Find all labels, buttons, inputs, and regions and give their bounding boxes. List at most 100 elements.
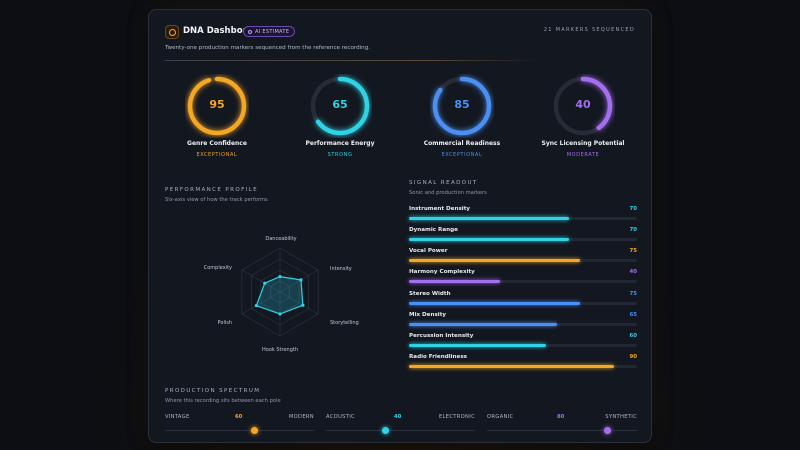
bar-track — [409, 365, 637, 368]
gauge-rating: EXCEPTIONAL — [441, 152, 483, 158]
radar-axis-label: Hook Strength — [262, 347, 298, 353]
bar-value: 75 — [629, 291, 637, 297]
bar-track — [409, 259, 637, 262]
signal-bar-dynamic-range: Dynamic Range 70 — [409, 227, 637, 247]
signal-bar-mix-density: Mix Density 65 — [409, 312, 637, 332]
bar-track — [409, 302, 637, 305]
radar-data-point — [254, 304, 258, 308]
bar-fill — [409, 365, 615, 368]
bar-fill — [409, 280, 501, 283]
bar-fill — [409, 217, 569, 220]
signal-bar-stereo-width: Stereo Width 75 — [409, 291, 637, 311]
bar-track — [409, 280, 637, 283]
signal-bar-vocal-power: Vocal Power 75 — [409, 248, 637, 268]
bar-value: 75 — [629, 248, 637, 254]
gauge-value: 95 — [209, 98, 225, 111]
performance-radar-chart: Danceability Intensity Storytelling Hook… — [203, 230, 359, 360]
spectrum-marker — [250, 427, 258, 434]
bar-label: Stereo Width — [409, 291, 451, 297]
signal-bar-percussion-intensity: Percussion Intensity 60 — [409, 333, 637, 353]
spectrum-right-label: SYNTHETIC — [605, 414, 637, 420]
radar-grid-spoke — [241, 269, 281, 293]
ai-estimate-badge: AI ESTIMATE — [243, 26, 296, 37]
signal-readout-title: SIGNAL READOUT — [409, 180, 478, 186]
gauge-label: Sync Licensing Potential — [541, 140, 625, 147]
spectrum-value: 80 — [557, 414, 565, 420]
signal-readout-subtitle: Sonic and production markers — [409, 190, 487, 196]
gauge-value: 40 — [575, 98, 591, 111]
signal-bar-radio-friendliness: Radio Friendliness 90 — [409, 354, 637, 374]
radar-grid-spoke — [241, 291, 281, 315]
performance-profile-subtitle: Six-axis view of how the track performs — [165, 197, 268, 203]
gauge-performance-energy: 65 Performance Energy STRONG — [292, 74, 388, 174]
radar-axis-label: Polish — [217, 320, 232, 326]
bar-value: 70 — [629, 227, 637, 233]
bar-label: Instrument Density — [409, 206, 471, 212]
bar-label: Vocal Power — [409, 248, 448, 254]
spectrum-marker — [603, 427, 611, 434]
ai-sparkle-icon — [248, 29, 252, 34]
bar-fill — [409, 302, 580, 305]
gauge-rating: STRONG — [327, 152, 353, 158]
bar-label: Mix Density — [409, 312, 447, 318]
ai-estimate-label: AI ESTIMATE — [255, 28, 290, 35]
spectrum-right-label: ELECTRONIC — [439, 414, 475, 420]
gauge-label: Performance Energy — [305, 140, 375, 147]
gauge-ring — [553, 76, 613, 136]
radar-axis-label: Intensity — [330, 266, 352, 272]
radar-axis-label: Danceability — [265, 236, 297, 242]
performance-profile-title: PERFORMANCE PROFILE — [165, 187, 259, 193]
gauge-rating: EXCEPTIONAL — [196, 152, 238, 158]
gauge-genre-confidence: 95 Genre Confidence EXCEPTIONAL — [169, 74, 265, 174]
dashboard-title: DNA Dashboard — [183, 26, 259, 36]
dna-logo-icon — [165, 25, 179, 39]
bar-track — [409, 238, 637, 241]
production-spectrum-subtitle: Where this recording sits between each p… — [165, 398, 281, 404]
gauge-ring — [432, 76, 492, 136]
gauge-value: 65 — [332, 98, 348, 111]
spectrum-track — [326, 430, 475, 431]
signal-bar-harmony-complexity: Harmony Complexity 40 — [409, 269, 637, 289]
radar-data-point — [301, 303, 305, 307]
spectrum-left-label: VINTAGE — [165, 414, 190, 420]
bar-value: 70 — [629, 206, 637, 212]
gauge-value: 85 — [454, 98, 470, 111]
gauge-label: Commercial Readiness — [423, 140, 501, 147]
spectrum-left-label: ORGANIC — [487, 414, 514, 420]
bar-fill — [409, 344, 546, 347]
bar-value: 65 — [629, 312, 637, 318]
radar-grid-spoke — [279, 291, 319, 315]
gauge-commercial-readiness: 85 Commercial Readiness EXCEPTIONAL — [414, 74, 510, 174]
radar-data-point — [299, 278, 303, 282]
radar-axis-label: Complexity — [203, 265, 232, 271]
spectrum-acoustic-electronic: ACOUSTIC 40 ELECTRONIC — [326, 414, 475, 438]
spectrum-track — [487, 430, 637, 431]
bar-value: 40 — [629, 269, 637, 275]
spectrum-organic-synthetic: ORGANIC 80 SYNTHETIC — [487, 414, 637, 438]
radar-data-point — [263, 281, 267, 285]
spectrum-right-label: MODERN — [288, 414, 314, 420]
radar-grid-spoke — [279, 269, 319, 293]
production-spectrum-title: PRODUCTION SPECTRUM — [165, 388, 261, 394]
spectrum-track — [165, 430, 314, 431]
radar-data-point — [278, 312, 282, 316]
bar-label: Dynamic Range — [409, 227, 458, 233]
bar-fill — [409, 323, 558, 326]
bar-track — [409, 323, 637, 326]
markers-count: 21 MARKERS SEQUENCED — [543, 27, 635, 33]
bar-label: Radio Friendliness — [409, 354, 467, 360]
radar-data-point — [278, 275, 282, 279]
gauge-ring — [310, 76, 370, 136]
bar-fill — [409, 238, 569, 241]
dna-dashboard-card: DNA Dashboard AI ESTIMATE 21 MARKERS SEQ… — [148, 9, 652, 443]
signal-bar-instrument-density: Instrument Density 70 — [409, 206, 637, 226]
gauge-ring — [187, 76, 247, 136]
dashboard-subtitle: Twenty-one production markers sequenced … — [165, 45, 371, 51]
spectrum-marker — [382, 427, 390, 434]
gauge-rating: MODERATE — [566, 152, 600, 158]
bar-value: 90 — [629, 354, 637, 360]
radar-axis-label: Storytelling — [330, 320, 359, 326]
bar-track — [409, 344, 637, 347]
bar-value: 60 — [629, 333, 637, 339]
